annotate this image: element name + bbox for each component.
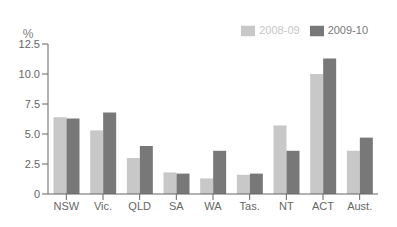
html-text:2009-10: 2009-10: [327, 24, 368, 36]
svg-text:%: %: [23, 27, 34, 41]
svg-text:Aust.: Aust.: [347, 200, 372, 212]
svg-text:NSW: NSW: [53, 200, 79, 212]
html-text:2008-09: 2008-09: [259, 24, 300, 36]
svg-text:SA: SA: [169, 200, 184, 212]
svg-text:12.5: 12.5: [18, 37, 40, 50]
svg-text:QLD: QLD: [128, 200, 151, 212]
svg-text:WA: WA: [204, 200, 222, 212]
svg-text:0: 0: [34, 188, 40, 200]
svg-text:10.0: 10.0: [19, 68, 40, 80]
svg-text:Vic.: Vic.: [94, 200, 112, 212]
svg-text:ACT: ACT: [312, 200, 334, 212]
svg-text:2.5: 2.5: [25, 158, 40, 170]
svg-text:Tas.: Tas.: [240, 200, 260, 212]
svg-text:NT: NT: [279, 200, 294, 212]
svg-text:7.5: 7.5: [25, 98, 40, 110]
svg-text:5.0: 5.0: [25, 128, 40, 140]
